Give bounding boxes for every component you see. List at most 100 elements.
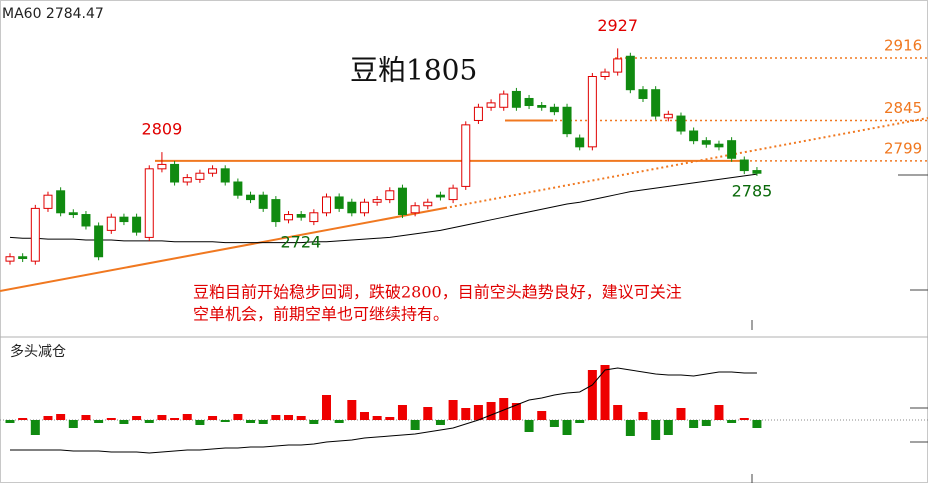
candle-body	[663, 113, 673, 119]
candle-body	[638, 89, 648, 99]
candle-body	[195, 172, 205, 180]
candle-body	[347, 201, 357, 214]
bar	[144, 420, 154, 423]
panel-title: 多头减仓	[10, 343, 66, 360]
candle-body	[410, 205, 420, 214]
candle-body	[397, 187, 407, 216]
bar	[727, 420, 737, 423]
bar	[170, 418, 180, 420]
candle-body	[752, 170, 762, 174]
candle-body	[625, 55, 635, 91]
bar	[195, 420, 205, 425]
point-label: 2809	[142, 120, 183, 139]
bar	[473, 405, 483, 420]
candle-body	[575, 137, 585, 148]
candle-body	[322, 196, 331, 214]
annotation: 空单机会，前期空单也可继续持有。	[193, 305, 449, 324]
point-label: 2785	[732, 181, 773, 200]
point-label: 2927	[597, 16, 638, 35]
candle-body	[486, 102, 496, 108]
candle-body	[372, 199, 382, 203]
level-label: 2845	[884, 99, 922, 117]
candle-body	[613, 58, 623, 73]
bar	[486, 402, 496, 420]
bar	[651, 420, 661, 440]
candle-body	[18, 256, 28, 260]
trend-line	[0, 207, 446, 292]
bar	[258, 420, 268, 424]
bar	[246, 420, 256, 423]
candle-body	[309, 212, 319, 223]
ma-legend: MA60 2784.47	[2, 6, 104, 22]
candle-body	[739, 159, 749, 172]
bar	[410, 420, 420, 430]
candle-body	[56, 190, 66, 214]
bar	[625, 420, 635, 436]
candle-body	[5, 256, 15, 262]
level-label: 2916	[884, 37, 922, 55]
candle-body	[524, 97, 534, 107]
candle-body	[549, 106, 559, 113]
candle-body	[714, 143, 724, 148]
bar	[714, 405, 724, 420]
candle-body	[385, 190, 395, 201]
bar	[752, 420, 762, 428]
bar	[132, 416, 142, 420]
candle-body	[562, 106, 572, 135]
candle-body	[271, 199, 281, 223]
candle-body	[132, 216, 142, 233]
bar	[233, 414, 243, 420]
candle-body	[144, 168, 154, 238]
candle-body	[435, 194, 445, 198]
bar	[30, 420, 40, 435]
bar	[94, 420, 104, 423]
bar	[600, 365, 610, 420]
candle-body	[587, 75, 597, 148]
bar	[448, 400, 458, 420]
candle-body	[43, 194, 53, 209]
bar	[537, 411, 547, 420]
bar	[359, 412, 369, 420]
ma-line	[9, 173, 758, 244]
candle-body	[727, 140, 737, 159]
bar	[663, 420, 673, 435]
point-label: 2724	[281, 232, 322, 251]
candle-body	[334, 196, 344, 209]
bar	[296, 416, 306, 420]
candle-body	[170, 163, 180, 183]
candle-body	[296, 214, 306, 218]
bar	[676, 408, 686, 420]
bar	[372, 416, 382, 420]
bar	[284, 415, 294, 420]
bar	[385, 417, 395, 420]
bar	[689, 420, 699, 428]
bar	[549, 420, 559, 427]
bar	[701, 420, 711, 426]
bar	[499, 398, 509, 420]
candle-body	[651, 89, 661, 117]
bar	[739, 418, 749, 420]
candle-body	[284, 214, 294, 221]
chart-title: 豆粕1805	[350, 54, 477, 87]
bar	[435, 420, 445, 425]
candle-body	[258, 194, 268, 209]
bar	[638, 412, 648, 420]
bar	[575, 420, 585, 423]
bar	[56, 414, 66, 420]
bar	[220, 420, 230, 422]
bar	[208, 416, 218, 420]
bar	[347, 400, 357, 420]
bar	[587, 370, 597, 420]
trend-line-extension	[444, 117, 928, 209]
candle-body	[689, 130, 699, 142]
candle-body	[81, 214, 91, 227]
bar	[562, 420, 572, 435]
bar	[397, 405, 407, 420]
candle-body	[448, 187, 458, 201]
bar	[182, 414, 192, 420]
candle-body	[359, 201, 369, 214]
bar	[81, 415, 91, 420]
